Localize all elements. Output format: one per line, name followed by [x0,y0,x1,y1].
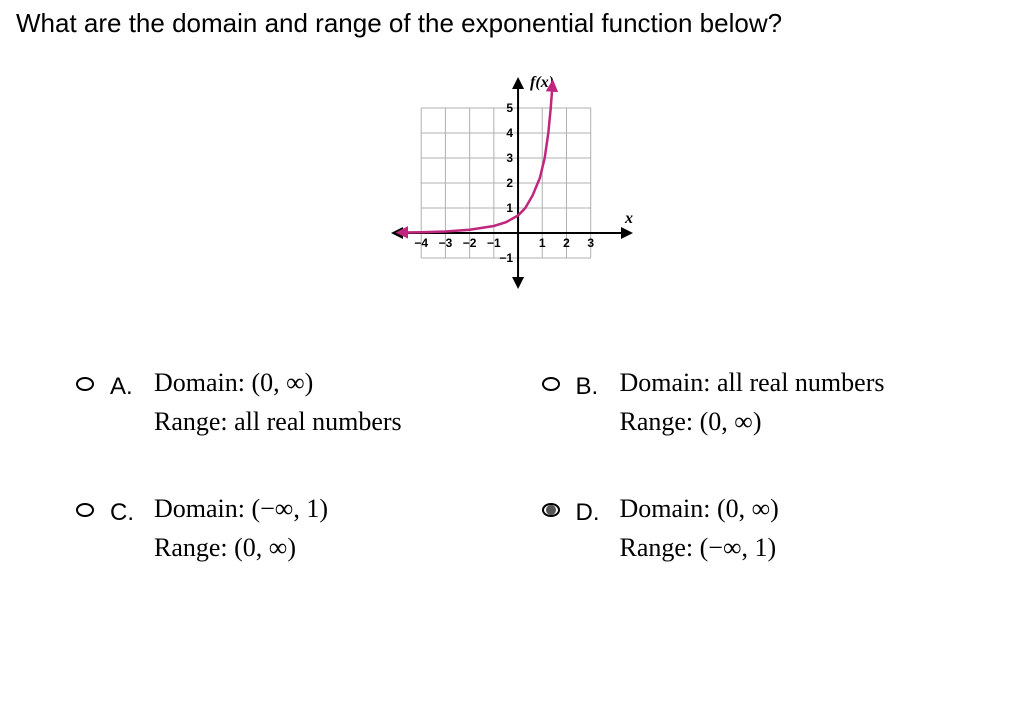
option-a[interactable]: A. Domain: (0, ∞) Range: all real number… [76,363,502,441]
svg-text:3: 3 [587,236,594,250]
option-b-domain: Domain: all real numbers [620,363,885,402]
svg-text:5: 5 [506,101,513,115]
svg-text:2: 2 [506,176,513,190]
option-a-body: Domain: (0, ∞) Range: all real numbers [154,363,402,441]
svg-text:f(x): f(x) [530,74,554,91]
option-b-body: Domain: all real numbers Range: (0, ∞) [620,363,885,441]
svg-text:4: 4 [506,126,513,140]
option-c-letter: C. [110,499,138,527]
chart-container: −4 −3 −2 −1 1 2 3 −1 1 2 3 4 5 f(x) x [16,63,1007,303]
option-d-letter: D. [576,499,604,527]
radio-d[interactable] [542,503,560,517]
radio-c[interactable] [76,503,94,517]
svg-text:2: 2 [563,236,570,250]
option-a-letter: A. [110,373,138,401]
option-b-letter: B. [576,373,604,401]
option-a-domain: Domain: (0, ∞) [154,363,402,402]
exponential-chart: −4 −3 −2 −1 1 2 3 −1 1 2 3 4 5 f(x) x [377,63,647,303]
options-grid: A. Domain: (0, ∞) Range: all real number… [16,363,1007,567]
radio-b[interactable] [542,377,560,391]
svg-text:x: x [624,210,633,227]
option-a-range: Range: all real numbers [154,402,402,441]
option-b[interactable]: B. Domain: all real numbers Range: (0, ∞… [542,363,968,441]
option-d-domain: Domain: (0, ∞) [620,489,779,528]
svg-text:−1: −1 [499,251,513,265]
option-b-range: Range: (0, ∞) [620,402,885,441]
option-d[interactable]: D. Domain: (0, ∞) Range: (−∞, 1) [542,489,968,567]
svg-text:−2: −2 [462,236,476,250]
svg-text:−4: −4 [414,236,428,250]
option-d-range: Range: (−∞, 1) [620,528,779,567]
svg-text:3: 3 [506,151,513,165]
option-c[interactable]: C. Domain: (−∞, 1) Range: (0, ∞) [76,489,502,567]
option-d-body: Domain: (0, ∞) Range: (−∞, 1) [620,489,779,567]
option-c-range: Range: (0, ∞) [154,528,328,567]
svg-text:1: 1 [506,201,513,215]
option-c-body: Domain: (−∞, 1) Range: (0, ∞) [154,489,328,567]
radio-a[interactable] [76,377,94,391]
option-c-domain: Domain: (−∞, 1) [154,489,328,528]
question-text: What are the domain and range of the exp… [16,8,1007,39]
svg-text:1: 1 [538,236,545,250]
svg-text:−1: −1 [486,236,500,250]
svg-text:−3: −3 [438,236,452,250]
